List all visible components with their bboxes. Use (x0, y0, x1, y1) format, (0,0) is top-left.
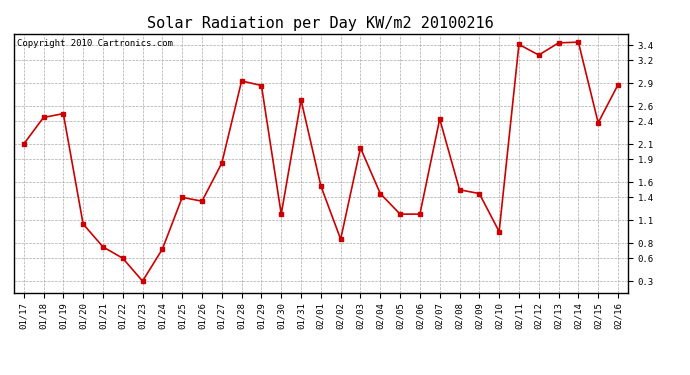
Title: Solar Radiation per Day KW/m2 20100216: Solar Radiation per Day KW/m2 20100216 (148, 16, 494, 31)
Text: Copyright 2010 Cartronics.com: Copyright 2010 Cartronics.com (17, 39, 172, 48)
